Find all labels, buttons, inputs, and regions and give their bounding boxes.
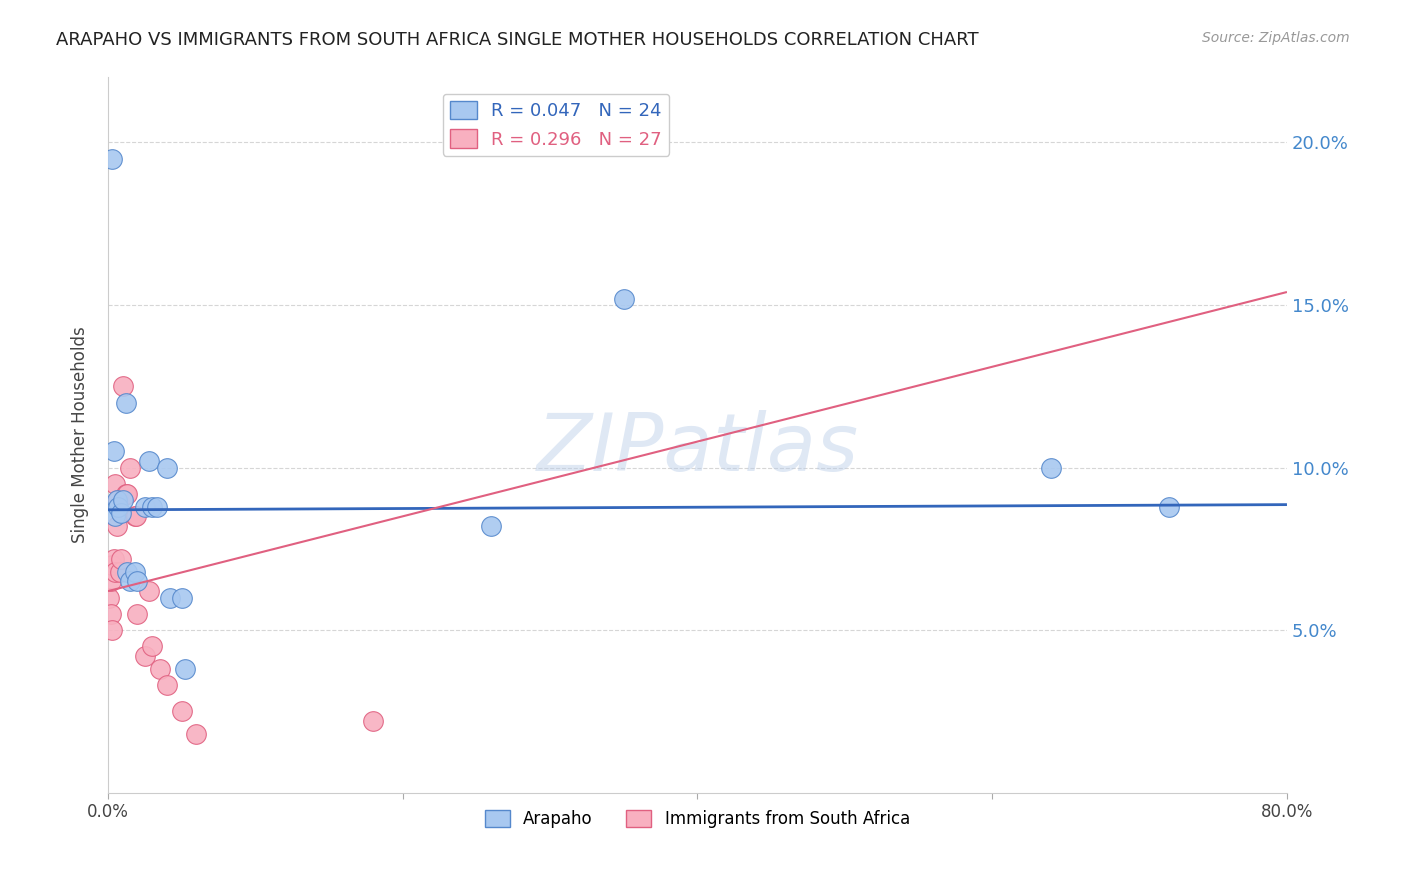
Point xyxy=(114,395,136,409)
Point xyxy=(124,509,146,524)
Point xyxy=(156,460,179,475)
Point xyxy=(134,500,156,514)
Point xyxy=(148,662,170,676)
Legend: Arapaho, Immigrants from South Africa: Arapaho, Immigrants from South Africa xyxy=(478,803,917,834)
Point xyxy=(100,574,122,589)
Point xyxy=(1040,460,1063,475)
Point xyxy=(138,584,160,599)
Point xyxy=(124,565,146,579)
Point xyxy=(111,379,134,393)
Point xyxy=(173,662,195,676)
Point xyxy=(141,500,163,514)
Point xyxy=(159,591,181,605)
Point xyxy=(120,574,142,589)
Point xyxy=(115,565,138,579)
Point xyxy=(104,565,127,579)
Point xyxy=(110,551,132,566)
Text: ZIPatlas: ZIPatlas xyxy=(537,410,859,488)
Text: ARAPAHO VS IMMIGRANTS FROM SOUTH AFRICA SINGLE MOTHER HOUSEHOLDS CORRELATION CHA: ARAPAHO VS IMMIGRANTS FROM SOUTH AFRICA … xyxy=(56,31,979,49)
Point xyxy=(104,509,127,524)
Point xyxy=(107,500,129,514)
Point xyxy=(105,493,128,508)
Point xyxy=(103,551,125,566)
Point xyxy=(1157,500,1180,514)
Point xyxy=(170,705,193,719)
Point xyxy=(108,565,131,579)
Point xyxy=(134,649,156,664)
Point xyxy=(613,292,636,306)
Point xyxy=(98,591,121,605)
Point xyxy=(100,607,122,621)
Point xyxy=(115,486,138,500)
Point xyxy=(138,454,160,468)
Point xyxy=(145,500,167,514)
Point xyxy=(107,493,129,508)
Point xyxy=(127,574,149,589)
Point xyxy=(110,506,132,520)
Point xyxy=(101,558,124,573)
Point xyxy=(103,444,125,458)
Point xyxy=(125,509,148,524)
Point xyxy=(186,727,208,741)
Point xyxy=(104,476,127,491)
Text: Source: ZipAtlas.com: Source: ZipAtlas.com xyxy=(1202,31,1350,45)
Point xyxy=(156,678,179,692)
Point xyxy=(479,519,502,533)
Point xyxy=(361,714,384,728)
Point xyxy=(111,493,134,508)
Point xyxy=(101,152,124,166)
Point xyxy=(105,519,128,533)
Point xyxy=(141,640,163,654)
Point xyxy=(101,623,124,637)
Point xyxy=(127,607,149,621)
Point xyxy=(114,486,136,500)
Point xyxy=(120,460,142,475)
Point xyxy=(170,591,193,605)
Y-axis label: Single Mother Households: Single Mother Households xyxy=(72,326,89,543)
